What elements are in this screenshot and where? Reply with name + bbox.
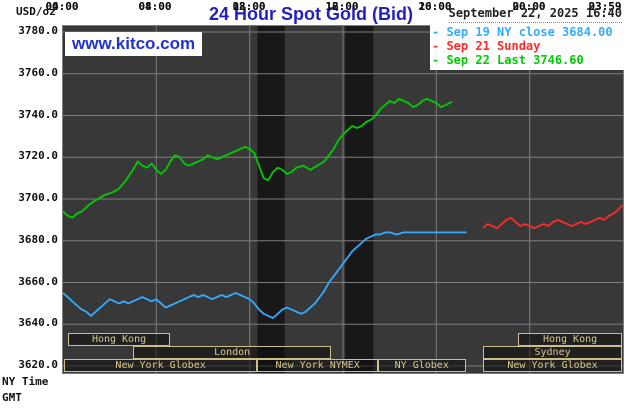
session-box-new-york-globex-4: New York Globex: [63, 359, 258, 372]
series-line-sep22: [63, 97, 453, 219]
y-tick-label-5: 3680.0: [18, 233, 58, 246]
y-tick-label-8: 3620.0: [18, 358, 58, 371]
x-tick-gmt-3: 16:00: [325, 0, 359, 13]
x-tick-gmt-0: 04:00: [45, 0, 79, 13]
x-tick-ny-3: 12:00: [325, 0, 359, 13]
session-box-new-york-nymex-5: New York NYMEX: [257, 359, 378, 372]
session-box-hong-kong-1: Hong Kong: [518, 333, 623, 346]
y-tick-label-0: 3780.0: [18, 24, 58, 37]
y-axis-unit-label: USD/oz: [16, 5, 56, 18]
x-tick-ny-5: 20:00: [512, 0, 546, 13]
session-box-sydney-3: Sydney: [483, 346, 623, 359]
x-tick-ny-2: 08:00: [232, 0, 266, 13]
plot-area: www.kitco.com Hong Kong Hong Kong London Sy…: [62, 25, 624, 374]
ny-time-axis-label: NY Time: [2, 375, 49, 388]
y-tick-label-6: 3660.0: [18, 275, 58, 288]
legend-entry-1: - Sep 21 Sunday: [432, 39, 541, 53]
x-tick-gmt-5: 00:00: [512, 0, 546, 13]
x-tick-ny-1: 04:00: [138, 0, 172, 13]
legend-entry-2: - Sep 22 Last 3746.60: [432, 53, 584, 67]
session-box-ny-globex-6: NY Globex: [378, 359, 466, 372]
gmt-axis-label: GMT: [2, 391, 22, 404]
legend-entry-0: - Sep 19 NY close 3684.00: [432, 25, 613, 39]
session-box-london-2: London: [133, 346, 332, 359]
chart-datetime: September 22, 2025 16:40: [448, 6, 622, 23]
y-tick-label-4: 3700.0: [18, 191, 58, 204]
chart-canvas: [63, 26, 623, 373]
x-tick-gmt-4: 20:00: [418, 0, 452, 13]
x-tick-ny-6: 23:59: [588, 0, 622, 13]
y-tick-label-7: 3640.0: [18, 316, 58, 329]
kitco-link[interactable]: www.kitco.com: [65, 32, 203, 56]
x-tick-ny-4: 16:00: [418, 0, 452, 13]
y-tick-label-2: 3740.0: [18, 108, 58, 121]
chart-legend: - Sep 19 NY close 3684.00- Sep 21 Sunday…: [430, 24, 630, 70]
chart-title: 24 Hour Spot Gold (Bid): [209, 4, 413, 24]
series-line-sep19: [63, 231, 467, 319]
x-tick-gmt-6: 03:59: [588, 0, 622, 13]
x-tick-gmt-2: 12:00: [232, 0, 266, 13]
x-tick-gmt-1: 08:00: [138, 0, 172, 13]
y-tick-label-1: 3760.0: [18, 66, 58, 79]
x-tick-ny-0: 00:00: [45, 0, 79, 13]
y-tick-label-3: 3720.0: [18, 149, 58, 162]
session-box-hong-kong-0: Hong Kong: [67, 333, 171, 346]
session-box-new-york-globex-7: New York Globex: [483, 359, 623, 372]
series-line-sep21: [482, 204, 623, 230]
